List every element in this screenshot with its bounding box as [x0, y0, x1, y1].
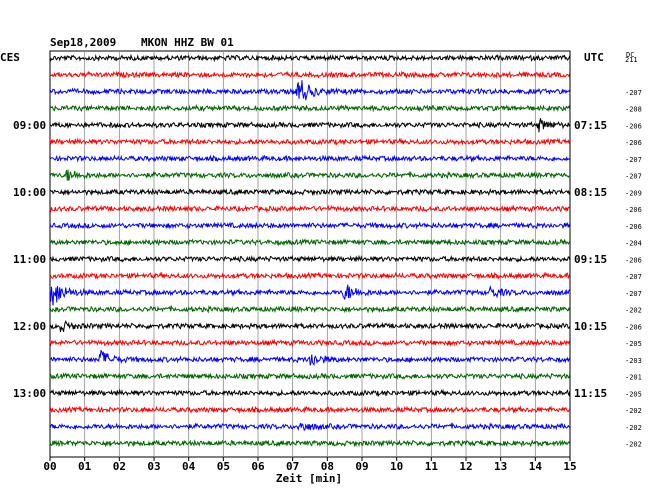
x-tick-label: 12: [459, 460, 472, 473]
dc-offset-labels: 211 -207 -208 -206 -206 -207 -207 -209 -206 -206 -…: [625, 56, 642, 449]
seismic-trace: [49, 319, 571, 332]
dc-offset-label: -206: [625, 206, 642, 214]
seismic-trace: [49, 187, 571, 197]
seismic-trace: [49, 254, 571, 264]
header-date: Sep18,2009: [50, 36, 116, 49]
seismic-trace: [49, 338, 571, 347]
x-axis-ticks: 00 01 02 03 04 05 06 07 08 09 10 11 12 13 14 15: [43, 460, 576, 473]
x-tick-label: 06: [251, 460, 265, 473]
dc-offset-label: -203: [625, 357, 642, 365]
seismic-trace: [49, 304, 571, 314]
dc-offset-label: 211: [625, 56, 638, 64]
dc-offset-label: -204: [625, 240, 642, 248]
seismic-trace: [49, 388, 571, 397]
dc-offset-label: -206: [625, 323, 642, 331]
x-tick-label: 13: [494, 460, 507, 473]
left-time-label: 10:00: [13, 186, 46, 199]
dc-offset-label: -207: [625, 290, 642, 298]
seismic-trace: [49, 271, 571, 280]
x-tick-label: 10: [390, 460, 403, 473]
dc-offset-label: -202: [625, 441, 642, 449]
seismic-trace: [49, 405, 571, 414]
seismic-trace: [49, 372, 571, 381]
left-time-label: 12:00: [13, 320, 46, 333]
left-time-label: 11:00: [13, 253, 46, 266]
dc-offset-label: -202: [625, 407, 642, 415]
seismic-trace: [49, 204, 571, 213]
seismic-trace: [49, 169, 570, 181]
x-tick-label: 08: [321, 460, 334, 473]
plot-frame: [49, 50, 571, 458]
dc-offset-label: -206: [625, 122, 642, 130]
right-time-label: 08:15: [574, 186, 607, 199]
x-tick-label: 15: [563, 460, 576, 473]
dc-offset-label: -202: [625, 307, 642, 315]
x-tick-label: 00: [43, 460, 56, 473]
dc-offset-label: -201: [625, 374, 642, 382]
seismic-trace: [49, 284, 570, 306]
seismic-trace: [49, 153, 571, 163]
seismic-trace: [49, 80, 571, 101]
dc-offset-label: -207: [625, 273, 642, 281]
right-timezone-label: UTC: [584, 51, 604, 64]
dc-offset-label: -207: [625, 173, 642, 181]
x-tick-label: 01: [78, 460, 92, 473]
x-tick-label: 05: [217, 460, 230, 473]
dc-offset-label: -209: [625, 189, 642, 197]
seismic-trace: [49, 103, 571, 113]
x-tick-label: 11: [425, 460, 439, 473]
dc-label: DC: [626, 51, 634, 59]
dc-offset-label: -205: [625, 340, 642, 348]
right-time-label: 07:15: [574, 119, 607, 132]
x-tick-label: 04: [182, 460, 196, 473]
seismic-trace: [49, 422, 571, 432]
seismic-trace: [49, 137, 571, 146]
seismic-trace: [49, 238, 571, 247]
right-time-label: 09:15: [574, 253, 607, 266]
left-time-label: 13:00: [13, 387, 46, 400]
seismic-trace: [49, 439, 571, 448]
x-tick-label: 09: [355, 460, 368, 473]
seismic-trace: [49, 70, 571, 80]
x-axis-label: Zeit [min]: [276, 472, 342, 485]
header-station: MKON HHZ BW 01: [141, 36, 234, 49]
seismic-traces: [49, 53, 571, 448]
x-tick-label: 14: [529, 460, 543, 473]
dc-offset-label: -207: [625, 89, 642, 97]
dc-offset-label: -202: [625, 424, 642, 432]
seismic-trace: [49, 349, 571, 367]
x-tick-label: 03: [147, 460, 160, 473]
dc-offset-label: -206: [625, 139, 642, 147]
x-tick-label: 02: [113, 460, 126, 473]
seismic-trace: [49, 53, 571, 63]
left-timezone-label: CES: [0, 51, 20, 64]
grid-lines: [49, 50, 571, 461]
right-time-label: 10:15: [574, 320, 607, 333]
seismic-trace: [49, 118, 571, 133]
dc-offset-label: -206: [625, 256, 642, 264]
left-time-label: 09:00: [13, 119, 46, 132]
dc-offset-label: -205: [625, 390, 642, 398]
right-time-label: 11:15: [574, 387, 607, 400]
x-tick-label: 07: [286, 460, 299, 473]
dc-offset-label: -207: [625, 156, 642, 164]
seismic-trace: [49, 221, 571, 230]
dc-offset-label: -206: [625, 223, 642, 231]
dc-offset-label: -208: [625, 106, 642, 114]
left-time-labels: 09:00 10:00 11:00 12:00 13:00: [13, 119, 46, 400]
right-time-labels: 07:15 08:15 09:15 10:15 11:15: [574, 119, 607, 400]
